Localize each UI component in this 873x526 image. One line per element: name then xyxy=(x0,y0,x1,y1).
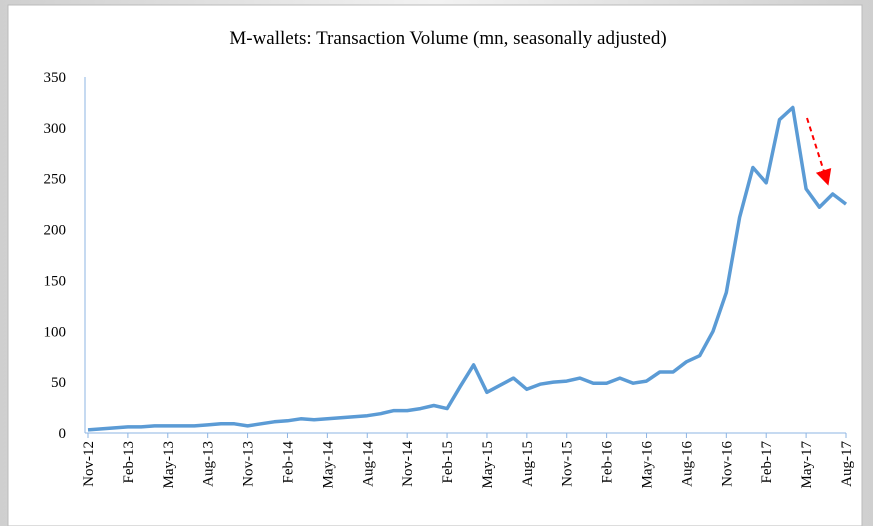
x-tick-label: Nov-13 xyxy=(241,441,257,487)
y-tick-label: 300 xyxy=(44,121,67,137)
x-tick-label: May-14 xyxy=(320,441,336,489)
x-tick-label: May-13 xyxy=(161,441,177,489)
annotation-arrow xyxy=(806,117,832,186)
x-tick-label: Feb-14 xyxy=(280,441,296,484)
x-tick-label: Nov-14 xyxy=(400,441,416,487)
x-tick-label: May-15 xyxy=(480,441,496,489)
y-tick-label: 0 xyxy=(59,426,67,442)
x-tick-label: Nov-12 xyxy=(81,441,97,487)
x-tick-label: Aug-13 xyxy=(201,441,217,487)
y-tick-label: 150 xyxy=(44,273,67,289)
x-tick-label: Feb-15 xyxy=(440,441,456,484)
y-tick-label: 50 xyxy=(51,375,66,391)
y-tick-label: 200 xyxy=(44,223,67,239)
chart-title: M-wallets: Transaction Volume (mn, seaso… xyxy=(229,28,666,49)
x-tick-label: Feb-13 xyxy=(121,441,137,484)
x-tick-label: Aug-17 xyxy=(839,441,855,487)
x-tick-label: Aug-15 xyxy=(520,441,536,487)
chart-panel xyxy=(7,4,863,526)
x-tick-label: Feb-17 xyxy=(759,441,775,484)
x-tick-label: Feb-16 xyxy=(600,441,616,484)
y-tick-label: 250 xyxy=(44,172,67,188)
x-tick-label: Aug-16 xyxy=(679,441,695,487)
x-tick-label: Nov-15 xyxy=(560,441,576,487)
data-line xyxy=(87,105,848,432)
y-tick-label: 350 xyxy=(44,70,67,86)
x-tick-label: May-17 xyxy=(799,441,815,489)
y-tick-label: 100 xyxy=(44,324,67,340)
x-tick-label: Aug-14 xyxy=(360,441,376,487)
x-tick-label: Nov-16 xyxy=(719,441,735,487)
x-tick-label: May-16 xyxy=(640,441,656,489)
